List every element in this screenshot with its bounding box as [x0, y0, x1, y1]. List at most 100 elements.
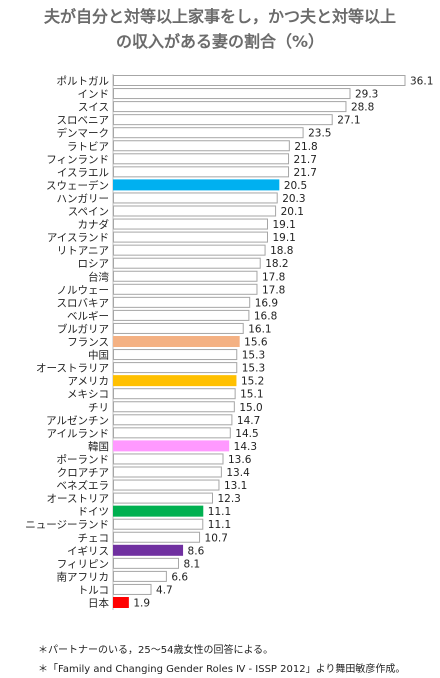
data-label: 13.6: [228, 454, 252, 466]
category-label: イギリス: [67, 545, 109, 557]
data-label: 13.4: [226, 467, 250, 479]
chart-title-line-2: の収入がある妻の割合（%）: [115, 32, 325, 51]
bar: [113, 270, 258, 282]
category-label: スウェーデン: [46, 179, 109, 192]
bar: [113, 362, 238, 374]
category-label: ニュージーランド: [25, 519, 109, 531]
data-label: 8.1: [184, 558, 201, 570]
bar: [113, 531, 201, 543]
category-label: クロアチア: [57, 467, 109, 479]
data-label: 28.8: [351, 102, 374, 114]
category-label: 南アフリカ: [57, 570, 110, 583]
data-label: 29.3: [355, 89, 378, 101]
bar: [113, 231, 268, 243]
data-label: 36.1: [410, 76, 433, 88]
data-label: 10.7: [205, 532, 228, 544]
data-label: 11.1: [208, 506, 231, 518]
data-label: 18.2: [265, 258, 288, 270]
data-label: 19.1: [272, 219, 295, 231]
data-label: 15.2: [241, 376, 264, 388]
bar: [113, 296, 251, 308]
data-label: 23.5: [308, 128, 331, 140]
bar: [113, 401, 235, 413]
category-label: トルコ: [78, 584, 109, 596]
category-label: オーストリア: [47, 493, 109, 505]
category-label: アルゼンチン: [46, 415, 109, 427]
bar: [113, 453, 224, 465]
category-label: ポーランド: [57, 454, 110, 466]
bar: [113, 375, 237, 387]
bar: [113, 88, 351, 100]
category-label: メキシコ: [67, 389, 109, 401]
bar: [113, 349, 238, 361]
data-label: 21.7: [294, 167, 317, 179]
bar: [113, 322, 244, 334]
data-label: 1.9: [133, 598, 150, 610]
data-label: 8.6: [188, 545, 205, 557]
category-label: アイルランド: [47, 428, 109, 440]
bar: [113, 583, 152, 595]
bar: [113, 75, 406, 86]
data-label: 4.7: [156, 584, 173, 596]
category-label: チェコ: [78, 532, 110, 544]
data-label: 27.1: [337, 115, 360, 127]
bar: [113, 192, 278, 204]
data-label: 16.8: [254, 310, 277, 322]
bar: [113, 414, 233, 426]
category-label: リトアニア: [57, 245, 109, 257]
bar: [113, 505, 204, 517]
category-label: オーストラリア: [36, 363, 109, 375]
category-label: ハンガリー: [57, 193, 110, 205]
category-label: スイス: [78, 102, 109, 114]
data-label: 15.1: [240, 389, 263, 401]
data-label: 18.8: [270, 245, 293, 257]
data-label: 16.1: [248, 323, 271, 335]
bar: [113, 388, 236, 400]
bar: [113, 114, 333, 126]
category-label: フィリピン: [57, 558, 109, 570]
data-label: 17.8: [262, 284, 285, 296]
data-label: 20.3: [282, 193, 305, 205]
category-label: アメリカ: [68, 376, 109, 388]
category-label: スロバキア: [57, 297, 110, 309]
bar: [113, 336, 240, 347]
data-label: 12.3: [217, 493, 240, 505]
bar: [113, 544, 184, 556]
category-label: ドイツ: [78, 506, 110, 518]
bar: [113, 492, 213, 504]
category-label: ノルウェー: [57, 284, 110, 296]
data-label: 6.6: [171, 571, 188, 583]
category-label: ロシア: [78, 258, 110, 270]
bar: [113, 257, 261, 269]
category-label: ラトビア: [67, 141, 109, 153]
bar: [113, 140, 290, 152]
category-label: フランス: [67, 337, 109, 349]
bar-chart: ポルトガル 36.1 インド 29.3 スイス 28.8 スロベニア 27.1 デンマーク 23.…: [25, 74, 433, 611]
bar: [113, 597, 129, 608]
category-label: アイスランド: [47, 232, 109, 244]
bar: [113, 466, 222, 478]
category-label: フィンランド: [46, 154, 109, 166]
bar: [113, 440, 230, 452]
data-label: 16.9: [255, 297, 278, 309]
bar: [113, 218, 268, 230]
bar: [113, 427, 231, 439]
bar: [113, 205, 277, 217]
category-label: イスラエル: [57, 167, 109, 179]
footnote-respondents: ＊パートナーのいる，25～54歳女性の回答による。: [38, 645, 274, 656]
data-label: 21.8: [294, 141, 317, 153]
bar: [113, 309, 250, 321]
data-label: 20.1: [281, 206, 304, 218]
bar: [113, 101, 347, 113]
category-label: ポルトガル: [57, 76, 110, 88]
category-label: 日本: [88, 597, 109, 610]
bar: [113, 179, 280, 191]
data-label: 14.7: [237, 415, 260, 427]
data-label: 15.6: [244, 337, 268, 349]
data-label: 14.5: [235, 428, 258, 440]
bar: [113, 518, 204, 530]
data-label: 17.8: [262, 271, 285, 283]
category-label: ブルガリア: [57, 322, 109, 335]
bar: [113, 244, 266, 256]
bar: [113, 557, 180, 569]
